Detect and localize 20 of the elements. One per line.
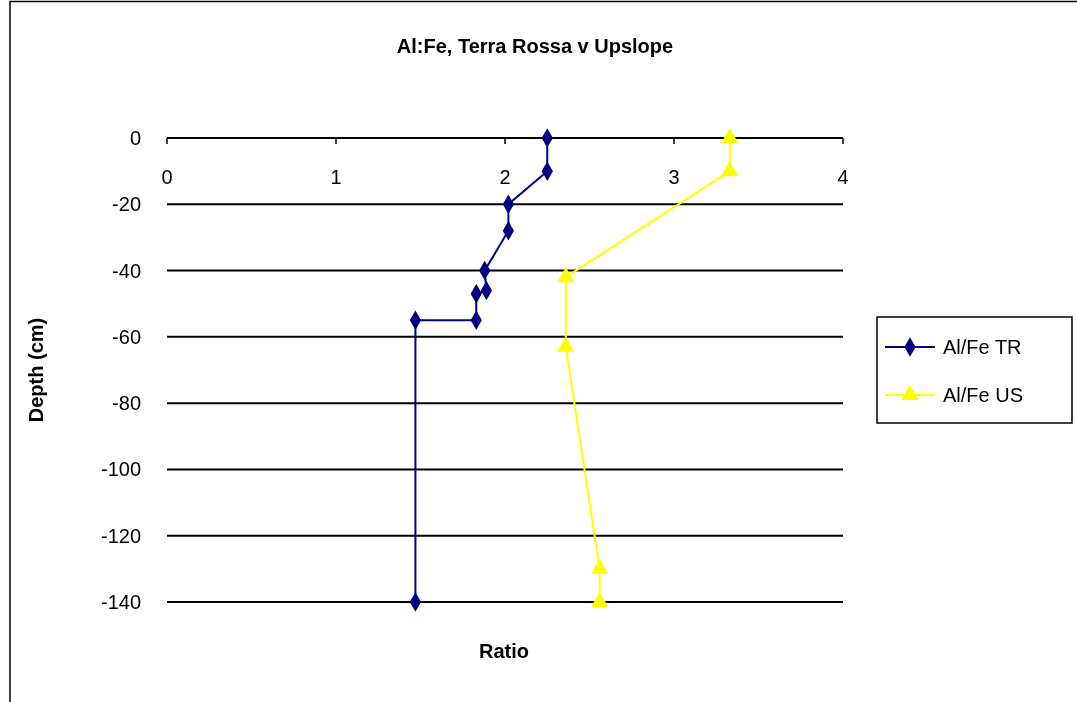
x-tick-label: 1: [330, 166, 342, 188]
x-tick-label: 3: [668, 166, 680, 188]
x-tick-label: 2: [499, 166, 511, 188]
x-axis-title: Ratio: [479, 640, 529, 662]
y-tick-label: -60: [112, 325, 141, 348]
y-tick-label: 0: [129, 127, 141, 149]
chart-title: Al:Fe, Terra Rossa v Upslope: [396, 35, 674, 57]
y-tick-label: -20: [112, 193, 141, 216]
y-tick-label: -40: [112, 259, 141, 282]
point: [590, 558, 609, 574]
y-tick-label: -80: [112, 392, 141, 415]
x-tick-label: 0: [161, 166, 173, 188]
legend-label: Al/Fe US: [943, 384, 1024, 406]
x-tick-label: 4: [837, 166, 849, 188]
y-tick-label: -140: [100, 591, 141, 613]
y-axis-title: Depth (cm): [25, 317, 47, 423]
point: [590, 592, 609, 607]
legend-label: Al/Fe TR: [943, 336, 1022, 358]
y-tick-label: -100: [100, 458, 141, 481]
y-tick-label: -120: [100, 524, 141, 547]
